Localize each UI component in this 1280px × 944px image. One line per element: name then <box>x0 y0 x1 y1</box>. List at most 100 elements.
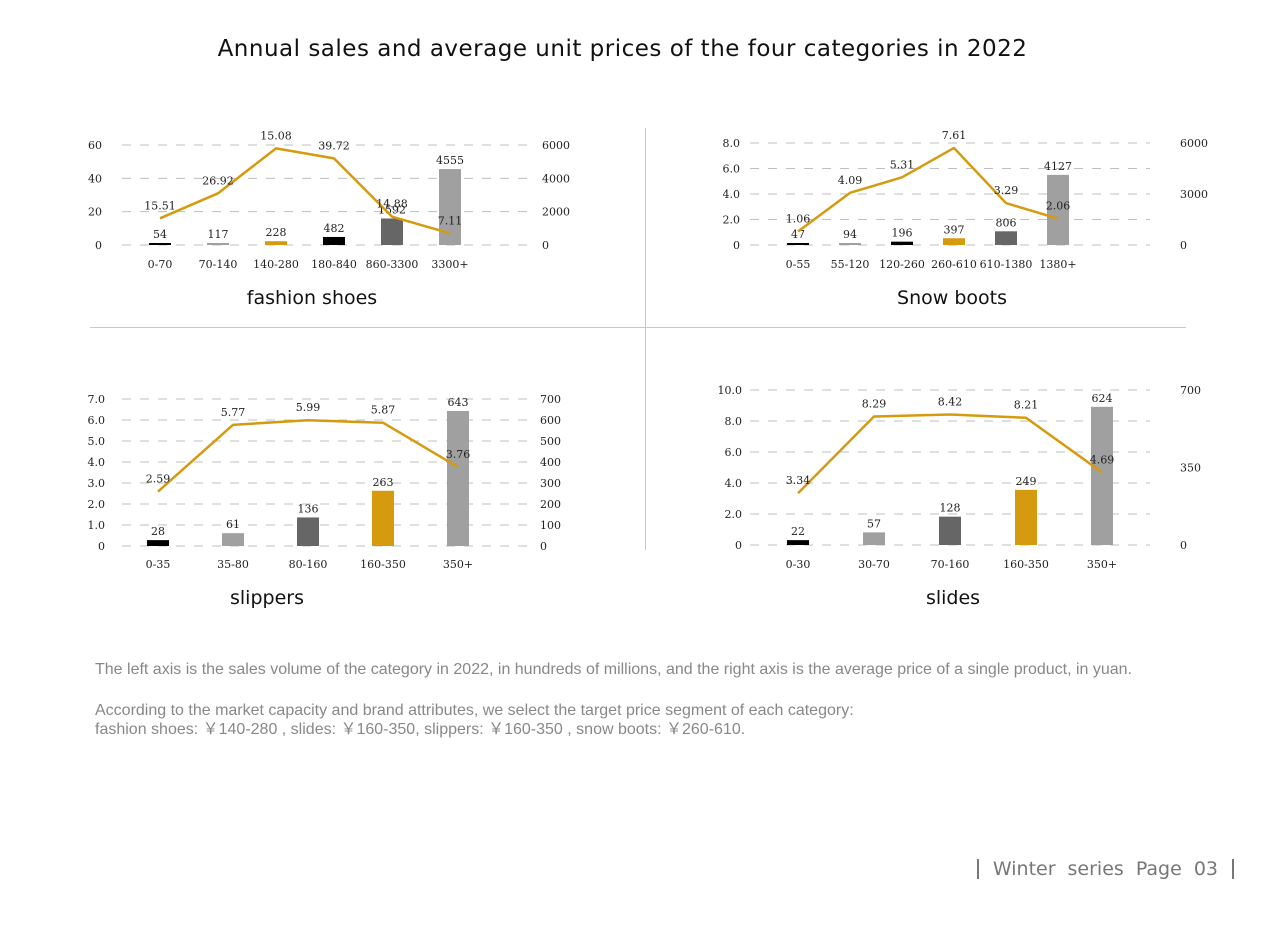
bar-slides <box>863 532 885 545</box>
left-axis-tick: 7.0 <box>88 393 106 406</box>
left-axis-tick: 0 <box>98 540 105 553</box>
label-snow-boots: Snow boots <box>897 287 1007 309</box>
line-series-fashion-shoes <box>159 147 451 235</box>
bar-value-label: 28 <box>151 525 165 538</box>
category-tick-label: 30-70 <box>858 558 890 571</box>
bar-fashion-shoes <box>265 241 287 245</box>
category-tick-label: 0-55 <box>786 258 811 271</box>
bar-value-label: 4555 <box>436 154 464 167</box>
right-axis-tick: 200 <box>540 498 561 511</box>
category-tick-label: 0-35 <box>146 558 171 571</box>
line-value-label: 2.59 <box>146 473 171 486</box>
line-value-label: 3.29 <box>994 184 1019 197</box>
bar-slippers <box>297 517 319 546</box>
line-series-snow-boots <box>797 146 1059 233</box>
category-tick-label: 610-1380 <box>980 258 1033 271</box>
right-axis-tick: 0 <box>540 540 547 553</box>
footer-page-number: 03 <box>1193 858 1218 880</box>
bar-snow-boots <box>1047 174 1069 245</box>
line-value-label: 7.61 <box>942 129 967 142</box>
right-axis-tick: 3000 <box>1180 188 1208 201</box>
bar-snow-boots <box>891 241 913 245</box>
line-value-label: 8.21 <box>1014 399 1039 412</box>
bar-slides <box>939 516 961 545</box>
footer-page-word: Page <box>1135 858 1182 880</box>
left-axis-tick: 0 <box>735 539 742 552</box>
bar-fashion-shoes <box>207 243 229 245</box>
right-axis-tick: 350 <box>1180 462 1201 475</box>
line-value-label: 5.87 <box>371 404 396 417</box>
right-axis-tick: 300 <box>540 477 561 490</box>
bar-value-label: 249 <box>1016 475 1037 488</box>
bar-value-label: 397 <box>944 223 965 236</box>
line-series-slides <box>797 413 1103 495</box>
line-value-label: 1.06 <box>786 212 811 225</box>
left-axis-tick: 10.0 <box>718 384 743 397</box>
bar-value-label: 61 <box>226 518 240 531</box>
bar-value-label: 54 <box>153 228 167 241</box>
left-axis-tick: 6.0 <box>88 414 106 427</box>
line-value-label: 3.76 <box>446 448 471 461</box>
category-tick-label: 350+ <box>1087 558 1117 571</box>
bar-fashion-shoes <box>381 218 403 245</box>
category-tick-label: 120-260 <box>879 258 925 271</box>
bar-value-label: 624 <box>1092 392 1113 405</box>
right-axis-tick: 700 <box>540 393 561 406</box>
right-axis-tick: 2000 <box>542 206 570 219</box>
line-value-label: 7.11 <box>438 214 463 227</box>
vertical-divider <box>645 128 646 550</box>
left-axis-tick: 4.0 <box>723 188 741 201</box>
left-axis-tick: 6.0 <box>723 163 741 176</box>
category-tick-label: 70-160 <box>931 558 970 571</box>
bar-snow-boots <box>943 238 965 245</box>
bar-value-label: 94 <box>843 228 857 241</box>
category-tick-label: 35-80 <box>217 558 249 571</box>
chart-fashion-shoes: 0 20 40 60 0 2000 4000 6000 54 117 228 482 1592 4555 0… <box>88 129 570 271</box>
bar-value-label: 4127 <box>1044 160 1072 173</box>
bar-value-label: 228 <box>266 226 287 239</box>
category-tick-label: 1380+ <box>1039 258 1076 271</box>
line-value-label: 2.06 <box>1046 200 1071 213</box>
notes: The left axis is the sales volume of the… <box>95 660 1195 739</box>
label-fashion-shoes: fashion shoes <box>246 287 378 309</box>
left-axis-tick: 2.0 <box>723 214 741 227</box>
right-axis-tick: 400 <box>540 456 561 469</box>
left-axis-tick: 3.0 <box>88 477 106 490</box>
left-axis-tick: 1.0 <box>88 519 106 532</box>
bar-value-label: 196 <box>892 227 913 240</box>
bar-slides <box>1015 489 1037 545</box>
note-target-segments: fashion shoes: ￥140-280 , slides: ￥160-3… <box>95 721 746 738</box>
footer-series-word: series <box>1067 858 1124 880</box>
bar-value-label: 136 <box>298 502 319 515</box>
left-axis-tick: 8.0 <box>725 415 743 428</box>
chart-snow-boots: 0 2.0 4.0 6.0 8.0 0 3000 6000 47 94 196 397 806 4127 0… <box>723 129 1209 271</box>
bar-slippers <box>372 490 394 546</box>
category-tick-label: 80-160 <box>289 558 328 571</box>
bar-snow-boots <box>995 231 1017 245</box>
line-series-slippers <box>157 418 459 493</box>
right-axis-tick: 700 <box>1180 384 1201 397</box>
horizontal-divider <box>90 327 1186 328</box>
line-value-label: 5.99 <box>296 401 321 414</box>
right-axis-tick: 6000 <box>542 139 570 152</box>
category-tick-label: 55-120 <box>831 258 870 271</box>
bar-value-label: 1592 <box>378 203 406 216</box>
bar-slides <box>1091 406 1113 545</box>
left-axis-tick: 2.0 <box>725 508 743 521</box>
bar-slippers <box>147 540 169 546</box>
line-value-label: 39.72 <box>318 139 350 152</box>
right-axis-tick: 0 <box>1180 239 1187 252</box>
category-tick-label: 260-610 <box>931 258 977 271</box>
category-tick-label: 140-280 <box>253 258 299 271</box>
line-value-label: 14.88 <box>376 198 408 211</box>
bar-value-label: 643 <box>448 396 469 409</box>
category-tick-label: 860-3300 <box>366 258 419 271</box>
bar-value-label: 128 <box>940 502 961 515</box>
category-tick-label: 180-840 <box>311 258 357 271</box>
line-value-label: 15.08 <box>260 129 292 142</box>
bar-value-label: 263 <box>373 476 394 489</box>
left-axis-tick: 6.0 <box>725 446 743 459</box>
line-value-label: 4.09 <box>838 174 863 187</box>
line-value-label: 8.42 <box>938 395 963 408</box>
left-axis-tick: 4.0 <box>88 456 106 469</box>
